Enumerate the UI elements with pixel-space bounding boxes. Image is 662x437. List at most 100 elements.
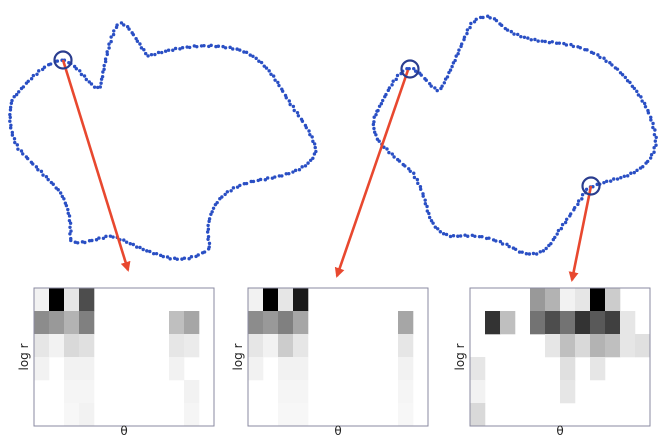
contour-point <box>29 77 34 81</box>
contour-point <box>202 43 206 48</box>
contour-point <box>407 66 411 71</box>
contour-point <box>425 204 429 209</box>
ylabel-log-r: log r <box>231 343 245 370</box>
contour-point <box>640 99 644 103</box>
contour-point <box>17 90 21 94</box>
contour-point <box>12 95 16 99</box>
contour-point <box>149 52 154 57</box>
histogram-bin <box>293 357 309 381</box>
contour-point <box>529 38 533 42</box>
contour-point <box>649 153 654 157</box>
xlabel-theta: θ <box>556 424 563 437</box>
histogram-bin <box>545 311 561 335</box>
ylabel-log-r: log r <box>17 343 31 370</box>
contour-point <box>550 40 554 44</box>
histogram-bin <box>293 311 309 335</box>
contour-point <box>14 92 19 97</box>
contour-point <box>39 169 44 174</box>
histogram-bin <box>79 380 95 404</box>
histogram-bin <box>590 311 606 335</box>
contour-point <box>512 32 516 36</box>
contour-point <box>412 66 416 71</box>
contour-point <box>421 192 425 196</box>
contour-point <box>41 173 45 177</box>
histogram-bin <box>293 380 309 404</box>
contour-point <box>16 147 20 151</box>
histogram-bin <box>263 311 279 335</box>
contour-point <box>19 149 24 153</box>
histogram-bin <box>278 357 294 381</box>
contour-point <box>375 137 380 141</box>
contour-point <box>630 84 635 88</box>
contour-point <box>73 240 77 244</box>
contour-point <box>31 73 36 78</box>
contour-point <box>447 70 451 75</box>
contour-point <box>42 65 47 69</box>
contour-point <box>628 80 632 85</box>
histogram-bin <box>530 311 546 335</box>
arrow-left <box>61 59 131 272</box>
contour-point <box>390 152 394 156</box>
contour-point <box>654 143 658 147</box>
contour-point <box>166 48 171 52</box>
contour-point <box>189 255 194 259</box>
contour-point <box>79 72 84 77</box>
contour-point <box>300 165 304 169</box>
contour-point <box>66 211 70 215</box>
arrow-middle <box>334 69 410 278</box>
contour-point <box>462 35 467 39</box>
contour-point <box>151 252 156 256</box>
contour-point <box>534 252 539 256</box>
histogram-bin <box>184 380 200 404</box>
contour-point <box>54 186 58 190</box>
contour-point <box>173 256 177 260</box>
contour-point <box>8 112 12 117</box>
contour-point <box>440 84 444 88</box>
contour-point <box>35 72 39 76</box>
contour-point <box>572 208 576 212</box>
contour-point <box>105 52 109 57</box>
histogram-bin <box>49 334 65 358</box>
contour-point <box>312 142 317 146</box>
contour-point <box>242 50 246 54</box>
histogram-bin <box>470 403 486 427</box>
contour-point <box>10 98 14 103</box>
histogram-bin <box>64 403 80 427</box>
histogram-bin <box>248 334 264 358</box>
contour-point <box>375 109 379 113</box>
histogram-bin <box>590 357 606 381</box>
contour-point <box>652 132 657 137</box>
histogram-bin <box>64 357 80 381</box>
contour-point <box>652 150 656 154</box>
contour-point <box>306 161 310 165</box>
contour-point <box>401 162 405 167</box>
contour-point <box>34 165 39 169</box>
histogram-bin <box>398 334 414 358</box>
xlabel-theta: θ <box>120 424 127 437</box>
histogram-bin <box>79 403 95 427</box>
contour-point <box>9 101 14 105</box>
contour-point <box>608 61 612 65</box>
highlight-circle-right <box>581 176 601 196</box>
contour-point <box>104 234 108 239</box>
histogram-bin <box>169 311 185 335</box>
contour-point <box>288 102 292 107</box>
contour-point <box>564 43 569 47</box>
contour-point <box>371 122 376 127</box>
histogram-bin <box>79 311 95 335</box>
contour-point <box>105 50 109 54</box>
contour-point <box>623 75 628 80</box>
histogram-bin <box>530 288 546 312</box>
contour-point <box>158 253 163 258</box>
shape-contour-left <box>8 21 318 261</box>
contour-point <box>644 161 648 165</box>
contour-point <box>412 171 416 175</box>
contour-point <box>44 174 49 179</box>
contour-point <box>415 177 420 182</box>
contour-point <box>55 59 60 63</box>
contour-point <box>238 48 242 52</box>
contour-point <box>465 31 469 36</box>
contour-point <box>372 126 376 131</box>
contour-point <box>37 69 41 73</box>
contour-point <box>168 257 172 261</box>
